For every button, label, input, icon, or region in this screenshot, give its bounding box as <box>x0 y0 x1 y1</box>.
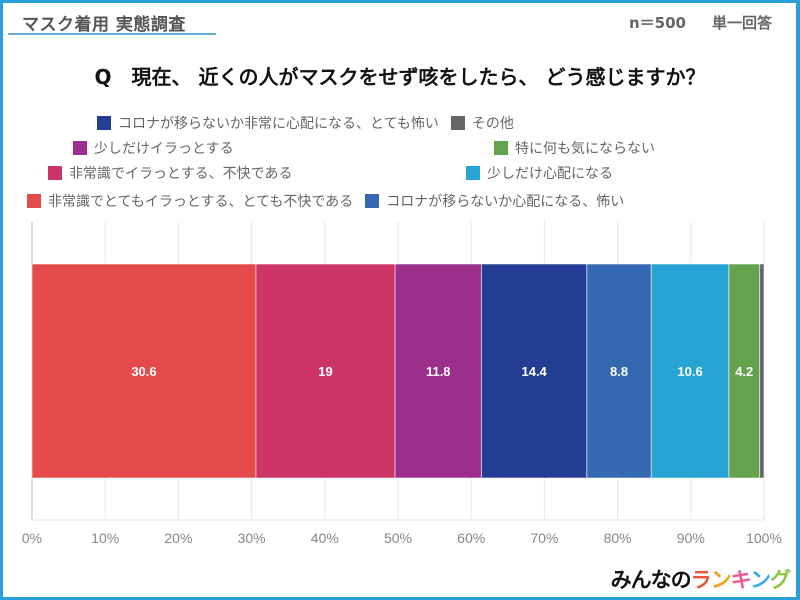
legend-item: 特に何も気にならない <box>494 138 655 158</box>
legend-row-3: 非常識でイラっとする、不快である 少しだけ心配になる <box>48 163 613 183</box>
logo-text-dark: みんなの <box>610 568 692 592</box>
legend-label: 特に何も気にならない <box>515 141 655 157</box>
legend-label: コロナが移らないか心配になる、怖い <box>386 194 625 210</box>
x-tick-label: 30% <box>238 530 266 546</box>
legend-swatch <box>450 116 465 130</box>
logo-text-colored: ランキング <box>690 568 791 592</box>
bar-segment <box>255 263 396 479</box>
legend-swatch <box>27 194 41 208</box>
bar-data-label: 30.6 <box>131 364 156 379</box>
legend-label: 非常識でとてもイラっとする、とても不快である <box>48 194 354 210</box>
legend-item: コロナが移らないか心配になる、怖い <box>365 191 624 211</box>
logo-char: ラ <box>690 568 712 592</box>
bar-data-label: 14.4 <box>521 364 547 379</box>
bar-data-label: 19 <box>318 364 332 379</box>
legend-item: 少しだけ心配になる <box>466 163 613 183</box>
bar-segment <box>480 263 588 479</box>
legend-item: コロナが移らないか非常に心配になる、とても怖い <box>97 113 439 133</box>
x-tick-label: 100% <box>746 530 782 546</box>
bar-segment <box>394 263 482 479</box>
legend-row-2: 少しだけイラっとする 特に何も気にならない <box>73 138 655 158</box>
legend-label: コロナが移らないか非常に心配になる、とても怖い <box>118 116 439 132</box>
legend-item: 非常識でイラっとする、不快である <box>48 163 292 183</box>
x-tick-label: 0% <box>22 530 42 546</box>
legend-swatch <box>494 141 508 155</box>
bar-segment <box>586 263 652 479</box>
legend-item: 少しだけイラっとする <box>73 138 234 158</box>
legend-swatch <box>97 116 111 130</box>
legend-row-4: 非常識でとてもイラっとする、とても不快である コロナが移らないか心配になる、怖い <box>27 191 624 211</box>
bar-data-label: 8.8 <box>610 364 628 379</box>
chart-bars <box>31 263 765 479</box>
legend-swatch <box>466 166 480 180</box>
legend-label: 少しだけ心配になる <box>487 166 613 182</box>
legend-label: その他 <box>471 116 514 132</box>
x-tick-label: 90% <box>677 530 705 546</box>
bar-data-label: 10.6 <box>677 364 702 379</box>
answer-type: 単一回答 <box>711 14 772 32</box>
legend-swatch <box>73 141 87 155</box>
x-tick-label: 10% <box>91 530 119 546</box>
legend-item: その他 <box>450 113 514 133</box>
x-tick-label: 70% <box>530 530 558 546</box>
bar-segment <box>31 263 257 479</box>
legend-swatch <box>365 194 380 208</box>
legend-item: 非常識でとてもイラっとする、とても不快である <box>27 191 353 211</box>
bar-data-label: 11.8 <box>426 364 451 379</box>
x-tick-label: 40% <box>311 530 339 546</box>
legend-label: 非常識でイラっとする、不快である <box>69 166 293 182</box>
chart-x-axis-ticks: 0% 10% 20% 30% 40% 50% 60% 70% 80% 90% 100% <box>22 530 782 546</box>
bar-segment <box>759 263 765 479</box>
bar-data-label: 4.2 <box>735 364 753 379</box>
chart-data-labels: 30.6 19 11.8 14.4 8.8 10.6 4.2 <box>131 364 753 379</box>
survey-title-underline <box>8 33 216 35</box>
logo-char: ン <box>710 568 732 592</box>
survey-title: マスク着用 実態調査 <box>22 15 186 35</box>
question-text: Q 現在、 近くの人がマスクをせず咳をしたら、 どう感じますか？ <box>94 65 706 89</box>
x-tick-label: 50% <box>384 530 412 546</box>
bar-segment <box>728 263 761 479</box>
legend-row-1: コロナが移らないか非常に心配になる、とても怖い その他 <box>97 113 514 133</box>
survey-meta: n＝500 単一回答 <box>629 12 772 33</box>
legend-label: 少しだけイラっとする <box>94 141 234 157</box>
logo-char: グ <box>770 568 791 592</box>
minna-no-ranking-logo: みんなのランキング <box>610 564 791 594</box>
logo-char: キ <box>730 568 751 592</box>
legend-swatch <box>48 166 62 180</box>
x-tick-label: 20% <box>164 530 192 546</box>
bar-segment <box>650 263 730 479</box>
sample-size: n＝500 <box>628 14 686 32</box>
x-tick-label: 60% <box>457 530 485 546</box>
logo-char: ン <box>750 568 771 592</box>
x-tick-label: 80% <box>604 530 632 546</box>
